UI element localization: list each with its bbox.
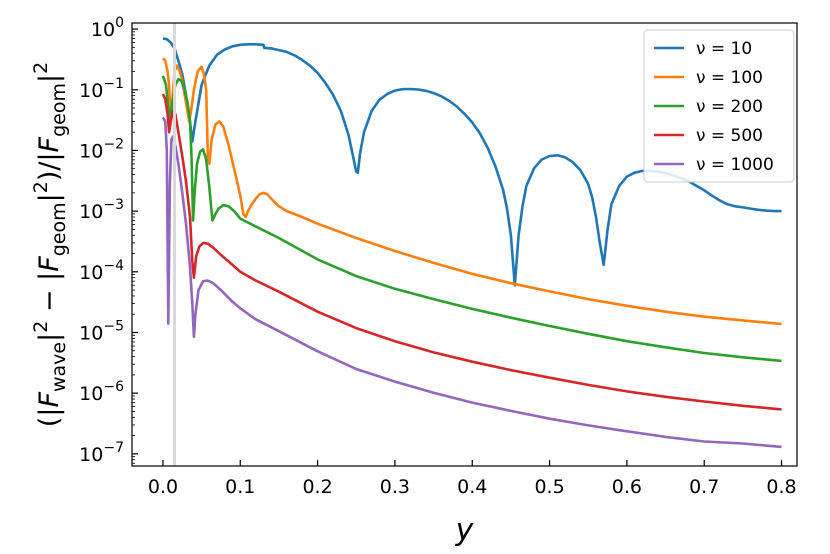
y-tick-label: 10−4 [79, 258, 124, 284]
series-line-nu-1000 [161, 116, 782, 449]
x-tick-label: 0.8 [766, 476, 796, 498]
axes-frame [131, 22, 798, 467]
legend-label-nu-100: ν = 100 [696, 68, 763, 88]
x-tick-label: 0.2 [302, 476, 332, 498]
x-tick-label: 0.3 [380, 476, 410, 498]
series-line-nu-100 [161, 57, 782, 326]
legend: ν = 10 ν = 100 ν = 200 ν = 500 ν = 1000 [643, 29, 795, 183]
y-tick-label: 10−7 [79, 440, 124, 466]
y-tick-label: 10−2 [79, 136, 124, 162]
x-axis-label: y [455, 513, 475, 548]
y-tick-label: 10−5 [79, 318, 124, 344]
y-tick-label: 100 [91, 15, 124, 41]
legend-label-nu-500: ν = 500 [696, 126, 763, 146]
y-tick-label: 10−1 [79, 76, 124, 102]
x-tick-label: 0.5 [534, 476, 564, 498]
legend-label-nu-1000: ν = 1000 [696, 155, 774, 175]
y-axis-label: (|Fwave|2 − |Fgeom|2)/|Fgeom|2 [30, 62, 70, 427]
x-tick-label: 0.7 [689, 476, 719, 498]
y-tick-label: 10−3 [79, 197, 124, 223]
y-tick-label: 10−6 [79, 379, 124, 405]
x-tick-label: 0.6 [612, 476, 642, 498]
x-tick-label: 0.1 [225, 476, 255, 498]
tick-layer: 0.0 0.1 0.2 0.3 0.4 0.5 0.6 0.7 0.8 10−7 10−6 10−5 1… [79, 15, 796, 498]
x-tick-label: 0.4 [457, 476, 487, 498]
axis-labels: y (|Fwave|2 − |Fgeom|2)/|Fgeom|2 [30, 62, 475, 548]
series-line-nu-200 [161, 75, 782, 363]
plot-area: 0.0 0.1 0.2 0.3 0.4 0.5 0.6 0.7 0.8 10−7 10−6 10−5 1… [79, 15, 798, 498]
legend-label-nu-200: ν = 200 [696, 97, 763, 117]
legend-box [643, 29, 795, 183]
x-tick-label: 0.0 [148, 476, 178, 498]
legend-label-nu-10: ν = 10 [696, 39, 752, 59]
